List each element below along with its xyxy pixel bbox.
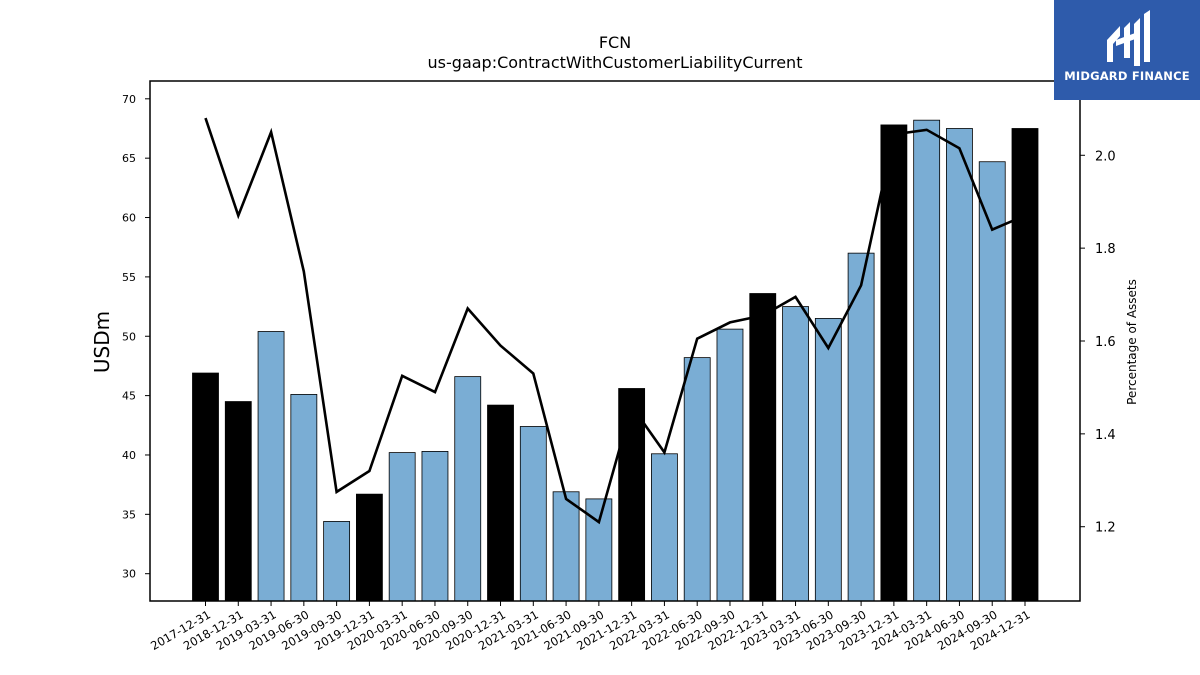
y2-tick-label: 1.6 <box>1095 335 1116 350</box>
bar <box>814 318 842 602</box>
y-tick-label: 60 <box>122 212 136 225</box>
bar <box>913 119 941 602</box>
bar <box>1011 128 1039 602</box>
bar <box>355 493 383 602</box>
y2-axis-label: Percentage of Assets <box>1125 279 1139 405</box>
bar <box>552 491 580 602</box>
bar <box>487 404 514 602</box>
midgard-finance-logo: MIDGARD FINANCE <box>1054 0 1200 100</box>
y-tick-label: 45 <box>122 390 136 403</box>
bar <box>192 372 219 602</box>
chart-title: FCN <box>599 33 631 52</box>
bar <box>224 401 252 602</box>
bar <box>946 128 973 602</box>
y-tick-label: 70 <box>122 93 136 106</box>
bar <box>978 161 1006 602</box>
bar <box>323 521 351 602</box>
y-axis-left: 30 35 40 45 50 55 60 65 70 <box>122 93 150 581</box>
bar <box>716 328 744 602</box>
y-tick-label: 35 <box>122 508 136 521</box>
y2-tick-label: 1.8 <box>1095 242 1116 257</box>
bar <box>421 451 449 602</box>
bar <box>683 357 711 602</box>
bar <box>782 306 809 602</box>
pct-line-layer <box>204 117 1026 525</box>
bar <box>290 394 318 602</box>
pct-line <box>204 117 1026 525</box>
bar <box>519 426 547 602</box>
x-axis: 2017-12-312018-12-312019-03-312019-06-30… <box>148 601 1033 653</box>
bar <box>847 252 875 602</box>
y2-tick-label: 1.2 <box>1095 521 1116 536</box>
bar <box>257 331 285 602</box>
plot-frame <box>149 80 1081 602</box>
bar <box>618 388 646 602</box>
bar <box>651 453 678 602</box>
y2-tick-label: 2.0 <box>1095 149 1116 164</box>
y-tick-label: 40 <box>122 449 136 462</box>
midgard-logo-icon <box>1107 10 1150 66</box>
y-tick-label: 65 <box>122 152 136 165</box>
y-tick-label: 50 <box>122 330 136 343</box>
logo-text: MIDGARD FINANCE <box>1064 69 1190 83</box>
bar <box>454 376 482 602</box>
bar <box>880 124 908 602</box>
bars <box>192 119 1039 602</box>
y-axis-label: USDm <box>90 311 114 373</box>
y-tick-label: 55 <box>122 271 136 284</box>
chart-subtitle: us-gaap:ContractWithCustomerLiabilityCur… <box>428 53 803 72</box>
y-tick-label: 30 <box>122 568 136 581</box>
bar <box>749 293 777 602</box>
bar <box>388 452 416 602</box>
y2-tick-label: 1.4 <box>1095 428 1116 443</box>
y-axis-right: 1.2 1.4 1.6 1.8 2.0 <box>1080 149 1116 536</box>
